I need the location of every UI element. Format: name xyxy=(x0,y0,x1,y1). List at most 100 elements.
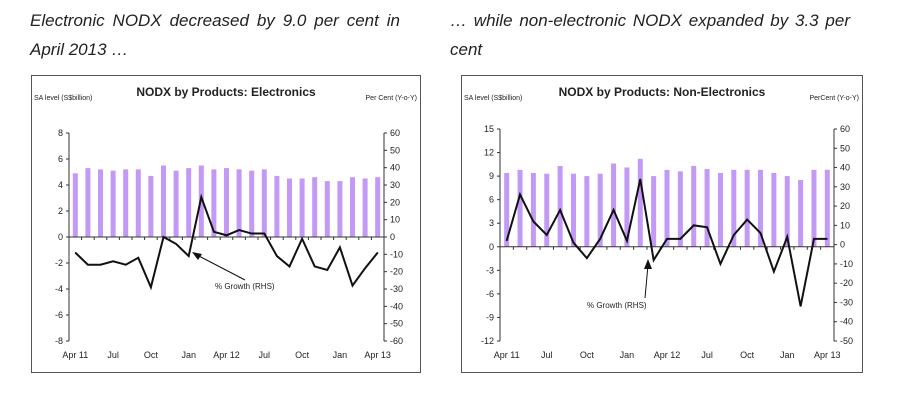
bar xyxy=(324,181,330,237)
right-tick-label: 50 xyxy=(840,143,850,153)
x-tick-label: Apr 12 xyxy=(213,350,240,360)
growth-point xyxy=(532,221,534,223)
left-tick-label: 8 xyxy=(58,128,63,138)
right-tick-label: 60 xyxy=(390,128,400,138)
chart-title: NODX by Products: Non-Electronics xyxy=(559,85,766,99)
chart-electronics: NODX by Products: Electronics SA level (S… xyxy=(31,75,421,373)
x-tick-label: Jul xyxy=(701,350,713,360)
bar xyxy=(350,177,355,237)
left-tick-label: 15 xyxy=(484,124,494,134)
x-tick-label: Oct xyxy=(580,350,595,360)
bar xyxy=(664,169,670,247)
right-tick-label: -40 xyxy=(390,301,403,311)
chart-svg: NODX by Products: Non-Electronics SA leve… xyxy=(464,85,859,360)
right-tick-label: -50 xyxy=(390,319,403,329)
growth-point xyxy=(352,285,353,287)
left-axis-label: SA level (S$billion) xyxy=(34,95,92,102)
right-tick-label: 50 xyxy=(390,145,400,155)
x-tick-label: Jan xyxy=(333,350,348,360)
growth-point xyxy=(226,234,227,236)
bar xyxy=(517,169,523,247)
x-tick-label: Jan xyxy=(780,350,795,360)
growth-point xyxy=(733,234,735,236)
bar xyxy=(811,169,817,247)
bar xyxy=(557,165,563,247)
bar xyxy=(186,168,192,237)
growth-point xyxy=(586,257,588,259)
right-axis-label: Per Cent (Y-o-Y) xyxy=(366,95,417,102)
bar xyxy=(798,180,804,247)
left-tick-label: 4 xyxy=(58,180,63,190)
growth-point xyxy=(276,255,278,257)
left-tick-label: 6 xyxy=(58,154,63,164)
annotation-arrow xyxy=(196,254,246,281)
left-tick-label: 12 xyxy=(484,148,494,158)
bar xyxy=(173,170,179,237)
bar xyxy=(249,170,255,237)
growth-point xyxy=(112,260,114,262)
right-tick-label: -10 xyxy=(840,259,853,269)
right-tick-label: 20 xyxy=(840,201,850,211)
bar xyxy=(299,178,305,237)
x-tick-label: Apr 13 xyxy=(814,350,841,360)
right-tick-label: 10 xyxy=(390,215,400,225)
bar xyxy=(637,158,643,247)
bar xyxy=(72,173,78,237)
left-tick-label: 3 xyxy=(489,218,494,228)
growth-point xyxy=(719,263,721,265)
left-tick-label: -12 xyxy=(481,336,494,346)
bar xyxy=(287,178,292,237)
growth-point xyxy=(746,219,748,221)
growth-point xyxy=(100,264,101,266)
right-tick-label: -20 xyxy=(390,267,403,277)
growth-point xyxy=(666,238,668,240)
annotation-label: % Growth (RHS) xyxy=(215,282,275,291)
bar xyxy=(758,169,764,247)
left-tick-label: 6 xyxy=(489,195,494,205)
right-tick-label: 40 xyxy=(840,163,850,173)
bar xyxy=(731,169,737,247)
growth-point xyxy=(679,238,681,240)
growth-point xyxy=(826,238,828,240)
growth-point xyxy=(263,233,265,235)
growth-point xyxy=(572,242,574,244)
left-tick-label: -3 xyxy=(486,265,494,275)
bar xyxy=(85,168,91,237)
growth-point xyxy=(314,265,316,267)
bar xyxy=(148,175,154,237)
x-tick-label: Jul xyxy=(541,350,553,360)
bar xyxy=(362,178,368,237)
growth-point xyxy=(87,264,89,266)
right-tick-label: -20 xyxy=(840,278,853,288)
bar xyxy=(337,181,343,237)
growth-point xyxy=(175,243,177,245)
growth-point xyxy=(364,267,366,269)
growth-point xyxy=(626,240,628,242)
growth-point xyxy=(377,252,379,254)
headline-electronics: Electronic NODX decreased by 9.0 per cen… xyxy=(30,11,400,59)
right-tick-label: 40 xyxy=(390,163,400,173)
bar xyxy=(135,169,141,237)
bar xyxy=(597,173,603,247)
bar xyxy=(123,169,129,237)
bar xyxy=(312,177,318,237)
right-tick-label: 0 xyxy=(390,232,395,242)
x-tick-label: Apr 11 xyxy=(62,350,88,360)
right-tick-label: -50 xyxy=(840,336,853,346)
left-tick-label: -2 xyxy=(55,258,63,268)
left-tick-label: 2 xyxy=(58,206,63,216)
bar xyxy=(236,169,242,237)
growth-point xyxy=(251,233,253,235)
x-tick-label: Apr 11 xyxy=(494,350,520,360)
growth-point xyxy=(639,178,641,180)
bar xyxy=(651,176,657,247)
bar xyxy=(530,172,536,247)
bar xyxy=(704,169,710,247)
growth-point xyxy=(238,229,240,231)
right-tick-label: 10 xyxy=(840,220,850,230)
annotation-label: % Growth (RHS) xyxy=(587,301,647,310)
bar xyxy=(717,172,723,247)
bar xyxy=(677,171,683,247)
chart-svg: NODX by Products: Electronics SA level (S… xyxy=(34,85,417,360)
x-tick-label: Jul xyxy=(259,350,271,360)
